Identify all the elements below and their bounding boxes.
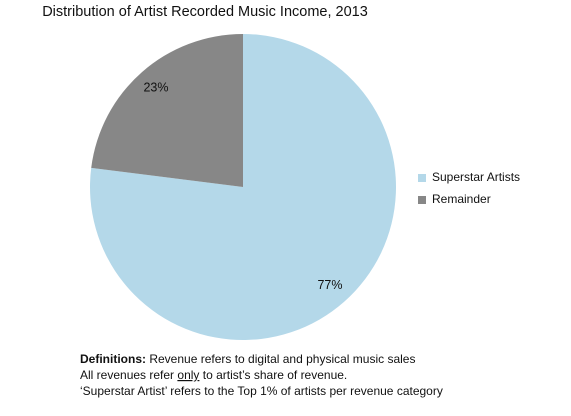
footnote-text: only [177, 368, 199, 382]
legend-swatch [418, 196, 426, 204]
legend-swatch [418, 174, 426, 182]
legend-label: Remainder [432, 192, 491, 206]
footnote-line: All revenues refer only to artist’s shar… [80, 368, 347, 382]
pie: 77% 23% [89, 34, 397, 341]
legend-label: Superstar Artists [432, 170, 520, 184]
pie-slice [89, 34, 397, 341]
footnote-text: to artist’s share of revenue. [199, 368, 347, 382]
footnote-line: ‘Superstar Artist’ refers to the Top 1% … [80, 384, 443, 398]
footnote-line: Definitions: Revenue refers to digital a… [80, 352, 415, 366]
footnote-text: ‘Superstar Artist’ refers to the Top 1% … [80, 384, 443, 398]
pie-slice [91, 34, 243, 187]
data-label: 77% [317, 278, 342, 292]
chart-title: Distribution of Artist Recorded Music In… [42, 4, 368, 20]
footnote-text: Revenue refers to digital and physical m… [146, 352, 415, 366]
data-label: 23% [143, 81, 168, 95]
footnote-text: All revenues refer [80, 368, 177, 382]
footnote: Definitions: Revenue refers to digital a… [80, 352, 443, 398]
legend: Superstar Artists Remainder [418, 170, 520, 206]
footnote-text: Definitions: [80, 352, 146, 366]
